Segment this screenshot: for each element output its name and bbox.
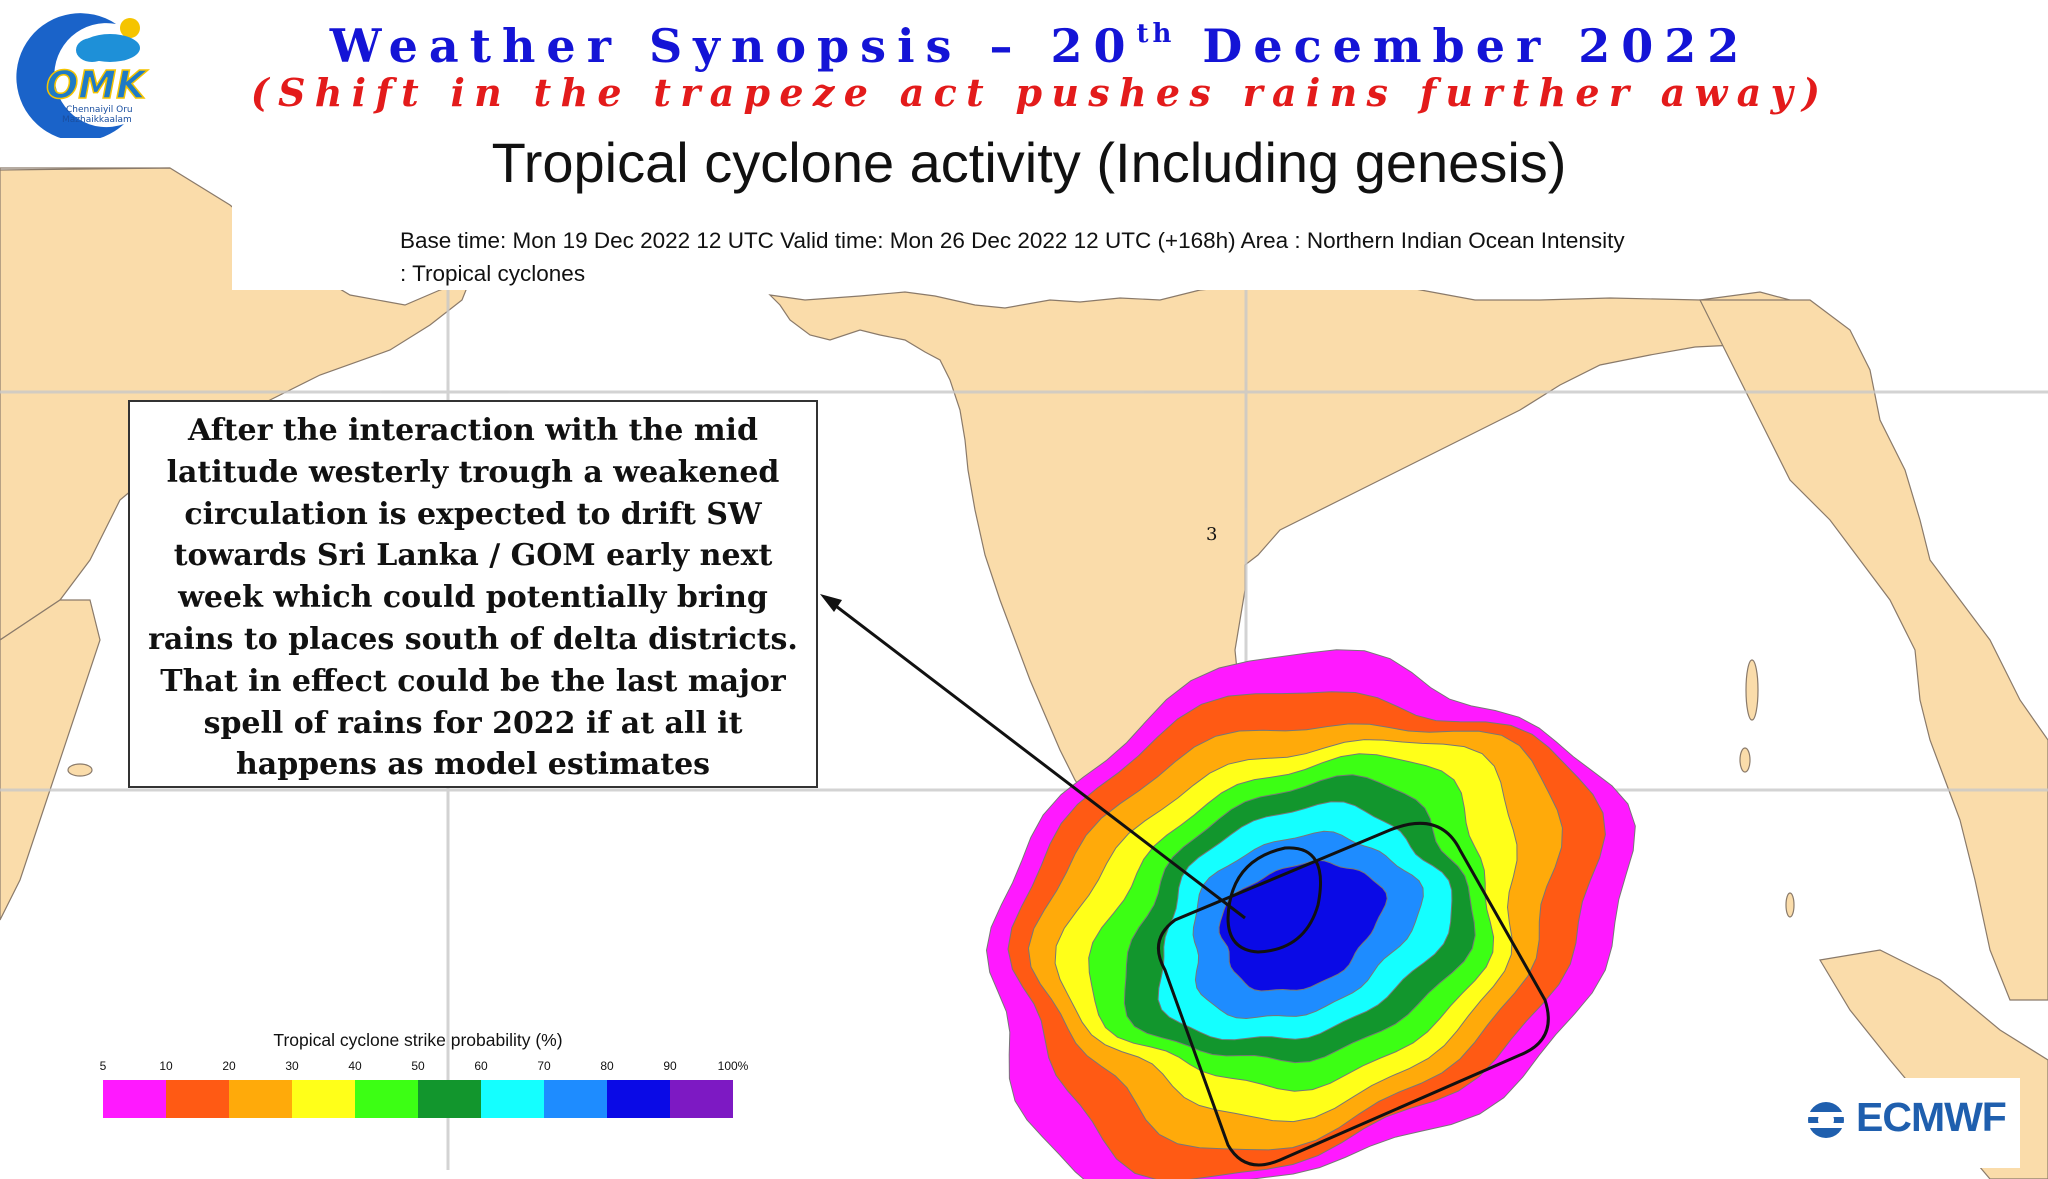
island-number-label: 3 <box>1206 524 1217 545</box>
land-andaman-1 <box>1745 659 1759 721</box>
crescent-moon-icon <box>16 13 124 138</box>
legend-tick-label: 80 <box>600 1059 614 1073</box>
sun-icon <box>120 18 140 38</box>
page-subtitle: (Shift in the trapeze act pushes rains f… <box>250 70 1830 115</box>
legend-color-bar <box>103 1080 733 1118</box>
product-title: Tropical cyclone activity (Including gen… <box>491 131 1567 194</box>
legend-tick-label: 70 <box>537 1059 551 1073</box>
legend-swatch-5 <box>418 1080 481 1118</box>
ecmwf-emblem-icon <box>1806 1102 1854 1138</box>
product-meta-line-2: : Tropical cyclones <box>400 261 586 286</box>
storm-track-boxes <box>1156 821 1550 1167</box>
land-andaman-2 <box>1739 747 1751 773</box>
legend-swatch-3 <box>292 1080 355 1118</box>
probability-contours <box>985 649 1636 1179</box>
product-meta-line-1: Base time: Mon 19 Dec 2022 12 UTC Valid … <box>400 228 1625 253</box>
legend-title: Tropical cyclone strike probability (%) <box>273 1030 563 1050</box>
land-africa-horn <box>0 599 101 921</box>
land-nicobar <box>1785 892 1795 918</box>
land-nw-fragment <box>0 167 170 170</box>
legend-tick-label: 30 <box>285 1059 299 1073</box>
page-title: Weather Synopsis – 20th December 2022 <box>150 18 1930 74</box>
legend-tick-label: 10 <box>159 1059 173 1073</box>
legend-swatch-0 <box>103 1080 166 1118</box>
legend-tick-label: 100% <box>717 1059 749 1073</box>
logo-caption-1: Chennaiyil Oru <box>66 105 133 115</box>
legend-swatch-6 <box>481 1080 544 1118</box>
legend-swatch-4 <box>355 1080 418 1118</box>
title-part-1: Weather Synopsis – 20 <box>329 19 1137 73</box>
legend-swatch-8 <box>607 1080 670 1118</box>
legend-swatch-9 <box>670 1080 733 1118</box>
legend-tick-label: 20 <box>222 1059 236 1073</box>
omk-logo: OMK Chennaiyil Oru Mazhaikkaalam <box>16 13 149 138</box>
legend-swatch-7 <box>544 1080 607 1118</box>
legend-tick-label: 5 <box>99 1059 107 1073</box>
legend-tick-label: 40 <box>348 1059 362 1073</box>
ecmwf-wordmark: ECMWF <box>1856 1094 2007 1140</box>
legend-swatch-2 <box>229 1080 292 1118</box>
product-header-panel: Tropical cyclone activity (Including gen… <box>232 132 1826 290</box>
logo-text: OMK <box>46 63 148 107</box>
product-meta: Base time: Mon 19 Dec 2022 12 UTC Valid … <box>400 224 1700 290</box>
legend-swatch-1 <box>166 1080 229 1118</box>
title-superscript: th <box>1136 19 1176 49</box>
ecmwf-logo: ECMWF <box>1796 1078 2020 1168</box>
legend-tick-label: 90 <box>663 1059 677 1073</box>
land-burma <box>1699 299 2048 1001</box>
legend-tick-label: 50 <box>411 1059 425 1073</box>
header: Weather Synopsis – 20th December 2022 (S… <box>150 18 1930 116</box>
forecast-callout: After the interaction with the mid latit… <box>128 400 818 788</box>
callout-arrow <box>820 594 1246 920</box>
logo-caption-2: Mazhaikkaalam <box>62 115 132 125</box>
title-part-2: December 2022 <box>1175 19 1751 73</box>
land-socotra <box>67 763 93 777</box>
legend-tick-label: 60 <box>474 1059 488 1073</box>
